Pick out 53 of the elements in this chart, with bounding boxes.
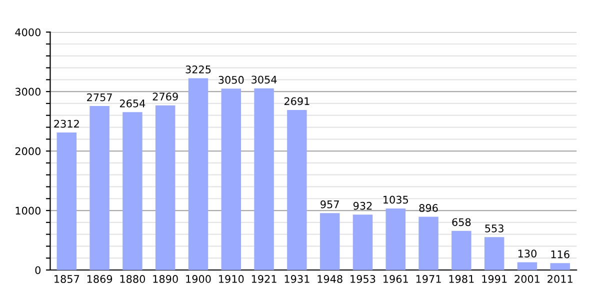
data-label: 896 xyxy=(419,204,438,212)
data-label: 932 xyxy=(353,202,372,210)
x-tick-label: 1921 xyxy=(252,275,276,283)
bar xyxy=(254,88,274,270)
data-label: 3050 xyxy=(218,76,244,84)
x-tick-label: 1953 xyxy=(350,275,376,283)
bar xyxy=(320,213,340,270)
data-label: 1035 xyxy=(384,196,408,204)
x-tick-label: 1880 xyxy=(120,275,146,283)
data-label: 3054 xyxy=(252,76,277,84)
y-tick-label: 2000 xyxy=(15,147,40,156)
y-tick-label: 3000 xyxy=(15,88,40,96)
bar xyxy=(352,214,373,270)
bar xyxy=(122,112,142,270)
bar xyxy=(287,110,307,270)
data-label: 658 xyxy=(452,218,471,226)
bar xyxy=(517,262,538,270)
x-tick-label: 1900 xyxy=(186,275,211,283)
x-tick-label: 1931 xyxy=(284,275,310,283)
x-tick-label: 1948 xyxy=(318,275,342,283)
y-tick-label: 0 xyxy=(35,266,40,274)
bar xyxy=(221,88,242,270)
bar xyxy=(418,216,438,270)
data-label: 553 xyxy=(485,224,504,232)
x-tick-label: 2001 xyxy=(514,275,540,283)
y-tick-label: 4000 xyxy=(15,28,40,36)
x-tick-label: 1981 xyxy=(449,275,474,283)
y-tick-label: 1000 xyxy=(16,206,40,215)
data-label: 2757 xyxy=(87,93,112,102)
x-tick-label: 1890 xyxy=(153,275,178,283)
data-label: 2654 xyxy=(120,99,146,108)
bar xyxy=(484,237,504,270)
data-label: 116 xyxy=(551,250,570,258)
data-label: 3225 xyxy=(186,66,211,74)
data-label: 130 xyxy=(518,250,536,258)
bar xyxy=(155,105,176,270)
data-label: 2312 xyxy=(54,120,79,128)
x-tick-label: 1869 xyxy=(87,275,112,283)
bar xyxy=(452,230,472,270)
x-tick-label: 1971 xyxy=(416,275,441,283)
data-label: 957 xyxy=(320,200,339,208)
bar xyxy=(56,132,77,270)
bar xyxy=(386,208,406,270)
bar xyxy=(188,78,208,270)
x-tick-label: 1991 xyxy=(482,275,507,283)
x-tick-label: 1961 xyxy=(384,275,408,283)
data-label: 2769 xyxy=(152,92,178,101)
bar xyxy=(550,263,570,270)
x-tick-label: 2011 xyxy=(548,275,572,283)
x-tick-label: 1857 xyxy=(54,275,80,283)
data-label: 2691 xyxy=(284,97,310,106)
bar xyxy=(90,106,110,270)
x-tick-label: 1910 xyxy=(219,275,244,283)
